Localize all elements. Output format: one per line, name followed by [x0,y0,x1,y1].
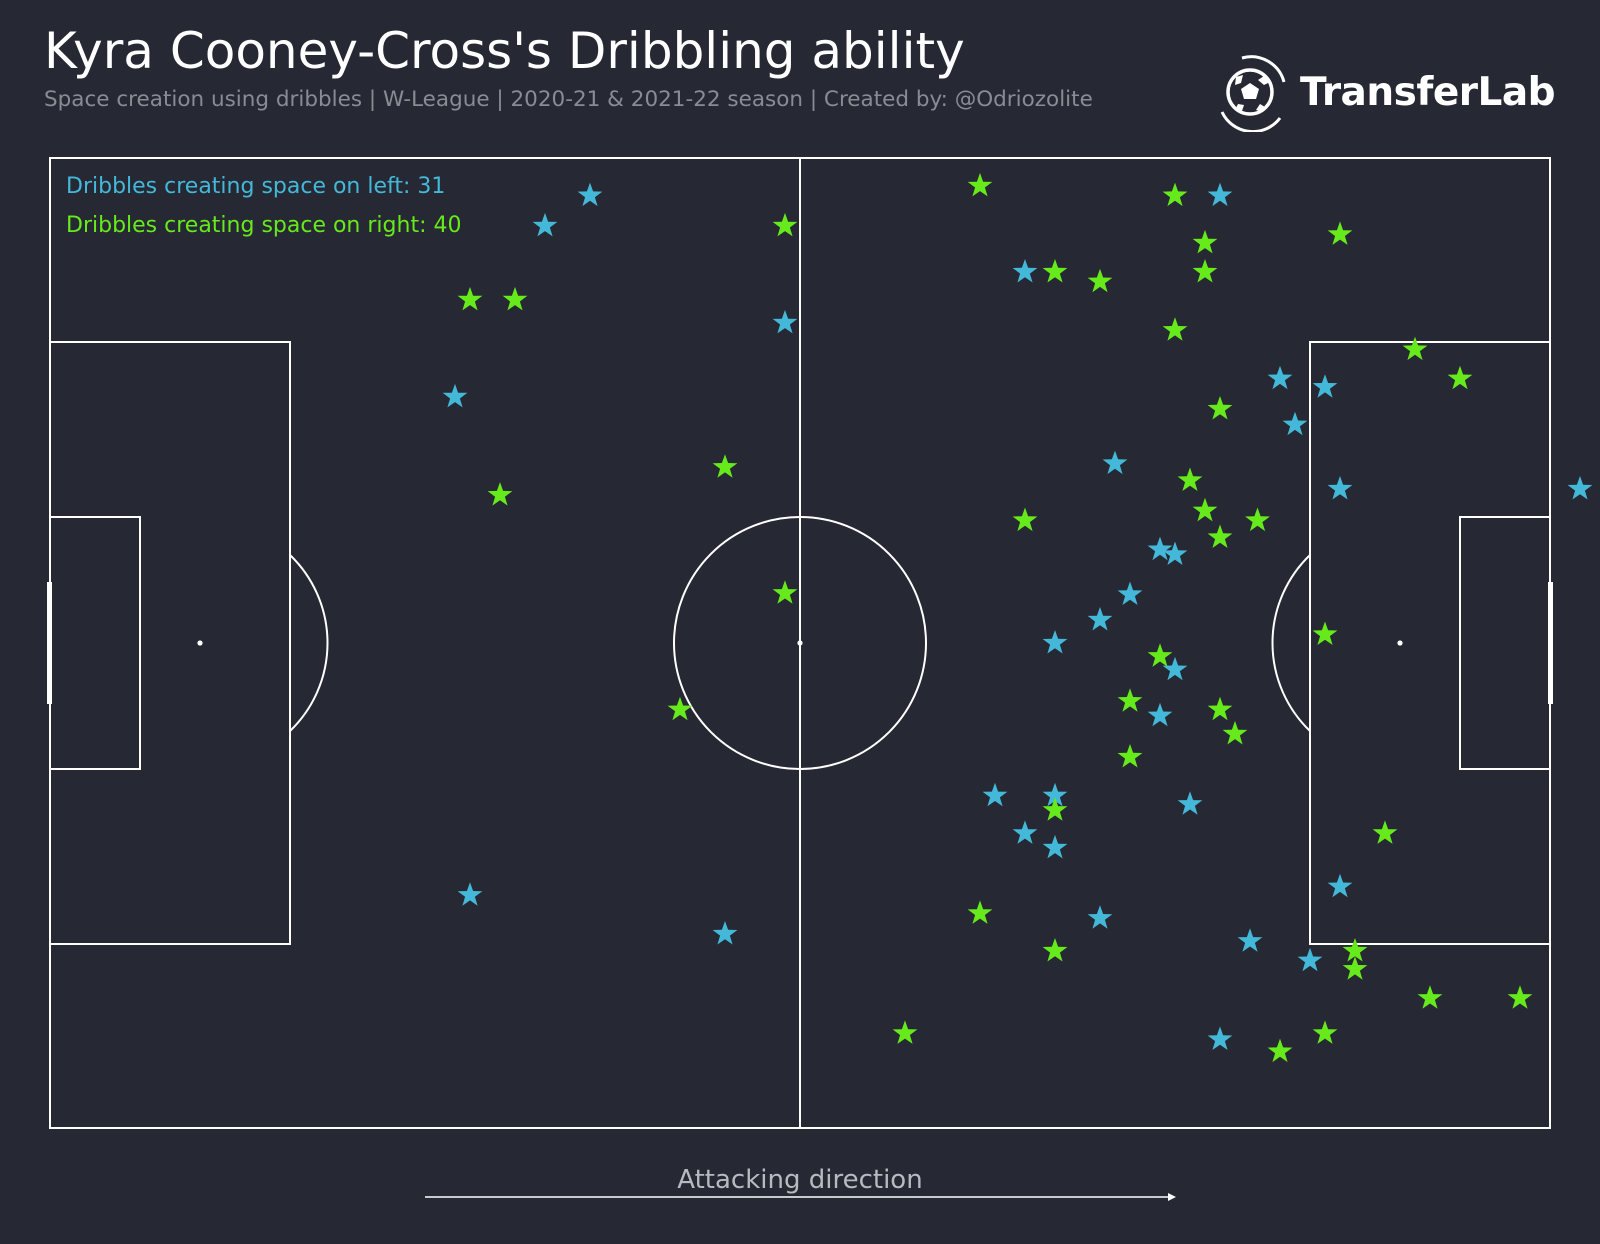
dribble-star-right-1 [502,286,528,311]
dribble-star-left-23 [1012,820,1038,844]
dribble-star-left-6 [1207,182,1233,207]
left-penalty-area [49,341,291,945]
dribble-star-right-10 [1192,259,1218,283]
dribble-star-left-13 [1147,536,1173,561]
dribble-star-right-38 [892,1020,918,1044]
dribble-star-right-26 [1222,720,1248,745]
right-penalty-arc [1271,554,1311,732]
dribble-star-left-18 [1162,656,1188,681]
dribble-star-left-27 [1237,928,1263,952]
dribble-star-left-1 [532,212,558,237]
dribble-star-right-16 [1207,396,1233,420]
dribble-star-right-37 [1267,1038,1293,1063]
left-six-yard-box [49,516,141,770]
dribble-star-right-22 [1312,621,1338,645]
dribble-star-right-35 [1507,985,1533,1009]
attacking-direction-label: Attacking direction [677,1165,922,1195]
dribble-star-right-20 [1245,507,1270,532]
dribble-star-left-22 [1177,791,1203,815]
dribble-star-right-39 [1162,182,1188,207]
dribble-star-left-20 [982,782,1008,807]
legend-right: Dribbles creating space on right: 40 [66,213,461,238]
dribble-star-left-11 [1102,450,1128,475]
dribble-star-left-21 [1042,782,1068,807]
dribble-star-right-0 [457,286,483,311]
right-goal [1548,582,1553,704]
dribble-star-left-28 [1297,947,1323,972]
dribble-star-left-24 [1042,834,1068,859]
dribble-star-right-33 [1342,956,1368,980]
dribble-star-right-24 [1117,688,1143,712]
dribble-star-left-12 [1327,476,1353,500]
dribble-star-right-30 [967,900,993,924]
right-penalty-area [1309,341,1551,945]
dribble-star-right-4 [487,482,513,506]
brand-logo: TransferLab [1218,52,1556,132]
pitch-lines [47,157,1553,1129]
dribble-star-right-29 [1372,820,1398,844]
left-goal [47,582,52,704]
dribble-star-left-25 [1327,873,1353,898]
dribble-star-right-13 [1162,317,1188,341]
dribble-star-left-10 [1282,411,1308,436]
dribble-star-right-2 [772,212,798,237]
dribble-star-left-26 [1087,905,1113,929]
dribble-star-right-11 [1042,259,1068,283]
arrow-head [1168,1193,1176,1201]
page-subtitle: Space creation using dribbles | W-League… [44,87,1093,112]
right-six-yard-box [1459,516,1551,770]
dribble-star-left-0 [577,182,603,207]
dribble-star-right-5 [772,580,798,604]
dribble-star-right-34 [1417,985,1443,1009]
dribble-star-right-15 [1447,365,1473,390]
dribble-star-left-16 [1087,607,1113,631]
dribble-star-left-19 [1147,702,1173,727]
right-penalty-spot [1397,640,1403,646]
centre-circle [673,516,927,770]
dribble-star-right-19 [1012,507,1038,532]
dribble-star-right-17 [1177,467,1203,491]
dribble-star-left-14 [1162,541,1188,565]
dribble-star-right-31 [1042,938,1068,962]
dribble-star-right-6 [667,696,693,721]
dribble-star-left-3 [442,383,468,408]
dribble-star-right-25 [1207,696,1233,721]
dribble-star-left-2 [772,309,798,334]
dribble-star-right-9 [1192,229,1218,254]
dribble-star-left-15 [1117,581,1143,605]
dribble-star-right-8 [1327,221,1353,245]
dribble-star-right-27 [1117,744,1143,768]
dribble-star-left-17 [1042,630,1068,654]
legend-left: Dribbles creating space on left: 31 [66,174,445,199]
brand-name: TransferLab [1300,69,1556,115]
dribble-star-right-14 [1402,336,1428,361]
centre-spot [797,640,803,646]
dribble-star-right-32 [1342,938,1368,962]
dribble-star-right-7 [967,172,993,197]
dribble-star-left-29 [1207,1026,1233,1050]
left-penalty-arc [289,554,329,732]
dribble-star-right-21 [1207,524,1233,548]
dribble-star-left-5 [712,921,738,945]
dribble-star-right-12 [1087,268,1113,293]
dribble-star-right-28 [1042,797,1068,821]
dribble-points [442,172,1593,1063]
dribble-star-right-36 [1312,1020,1338,1044]
dribble-star-left-8 [1267,365,1293,390]
dribble-star-right-23 [1147,643,1173,667]
football-icon [1220,55,1286,132]
left-penalty-spot [197,640,203,646]
page-title: Kyra Cooney-Cross's Dribbling ability [44,22,965,80]
dribble-star-right-3 [712,454,738,478]
dribble-star-left-4 [457,882,483,906]
dribble-star-left-7 [1012,259,1038,283]
dribble-star-left-9 [1312,374,1338,398]
dribble-star-right-18 [1192,497,1218,522]
dribble-star-left-30 [1567,476,1593,500]
